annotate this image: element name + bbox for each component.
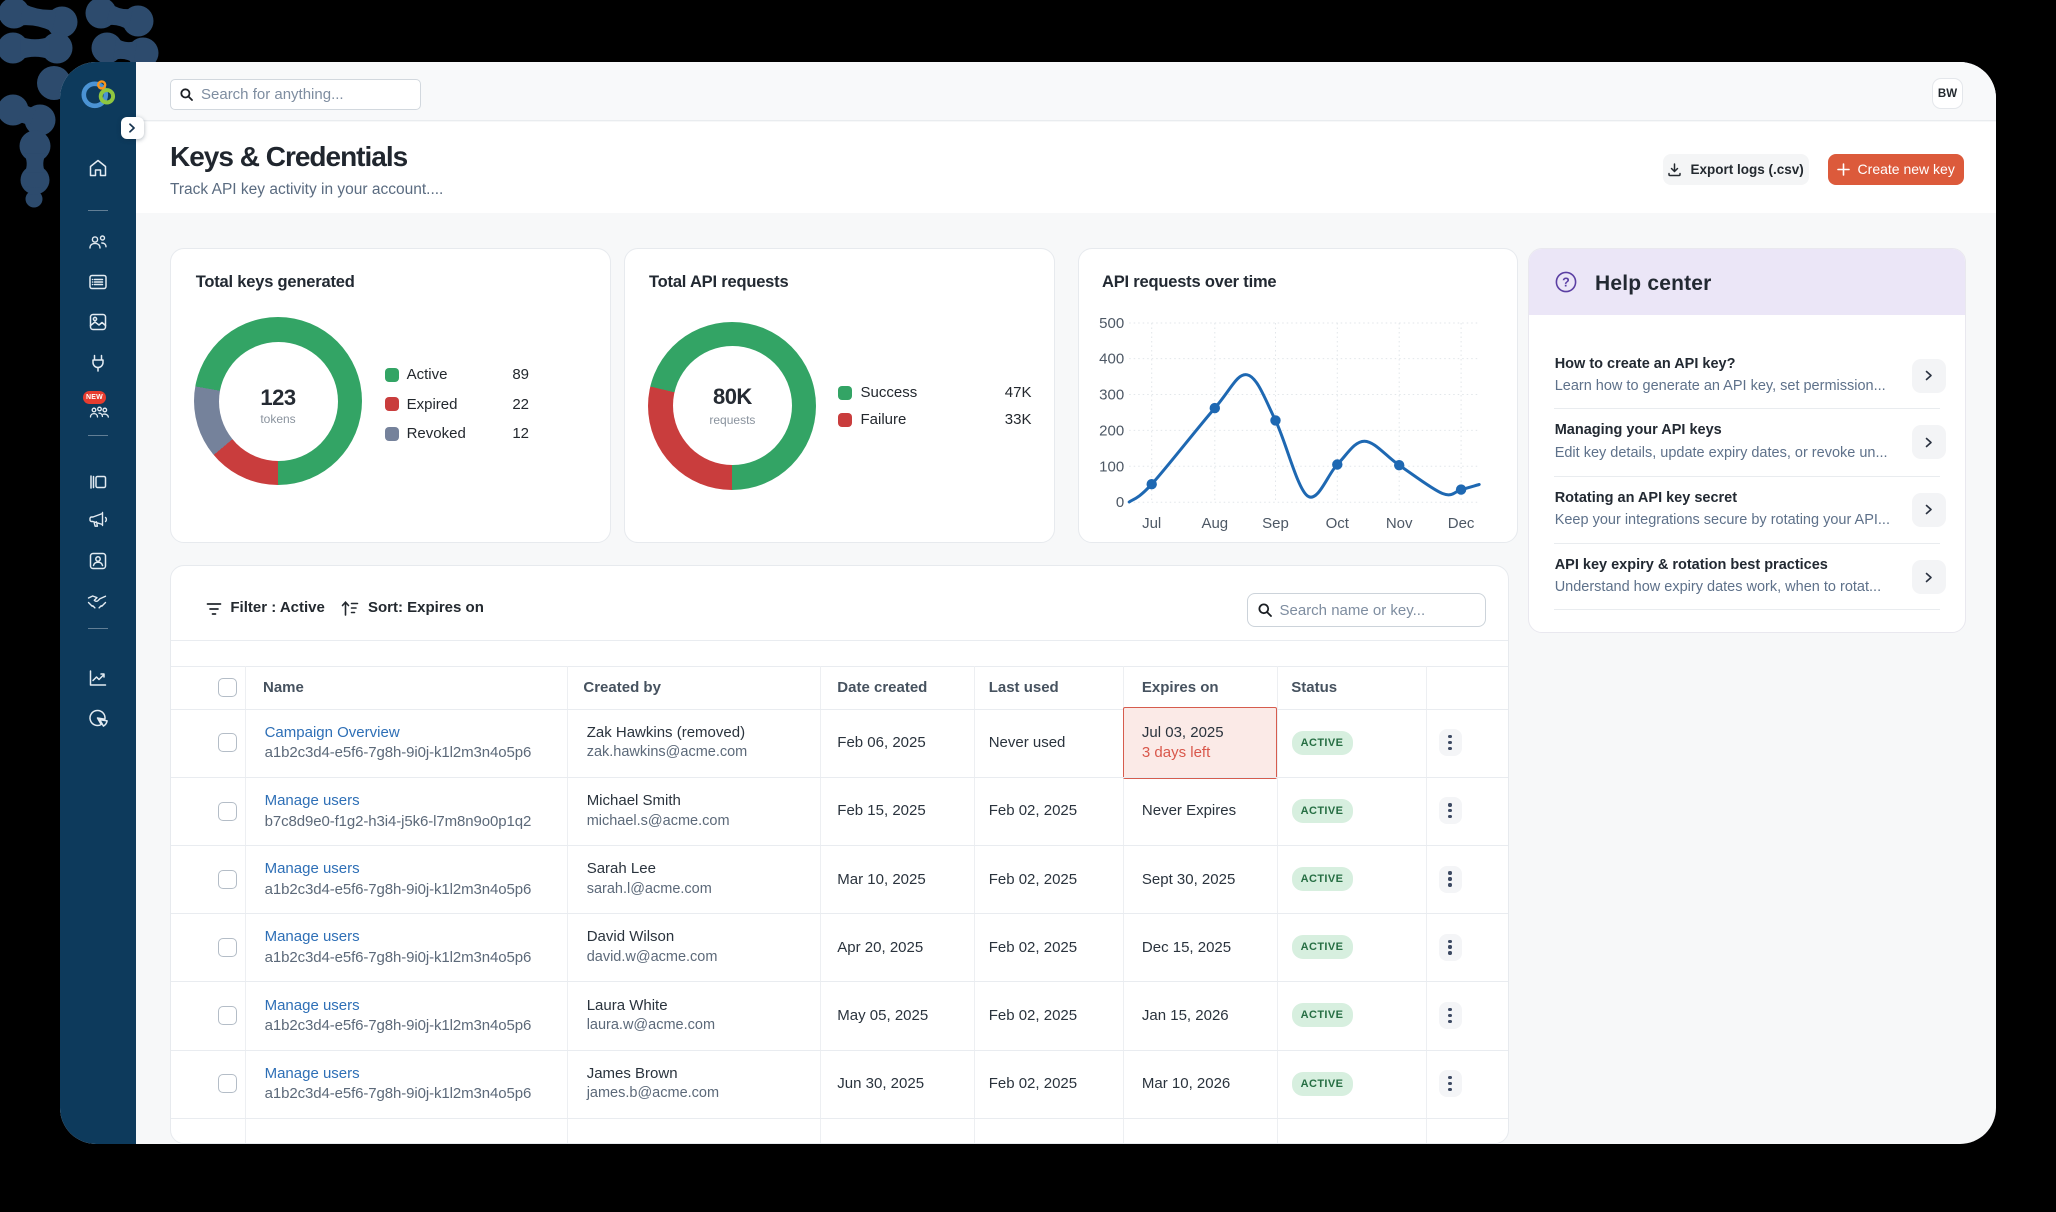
svg-text:200: 200 <box>1099 422 1124 439</box>
svg-text:Oct: Oct <box>1325 515 1349 532</box>
svg-text:Nov: Nov <box>1386 515 1413 532</box>
svg-text:100: 100 <box>1099 458 1124 475</box>
svg-text:Dec: Dec <box>1448 515 1475 532</box>
svg-text:Jul: Jul <box>1142 515 1161 532</box>
svg-text:Aug: Aug <box>1201 515 1228 532</box>
svg-text:300: 300 <box>1099 387 1124 404</box>
svg-text:400: 400 <box>1099 351 1124 368</box>
svg-text:0: 0 <box>1116 494 1124 511</box>
svg-text:500: 500 <box>1099 315 1124 332</box>
svg-text:?: ? <box>1562 276 1570 290</box>
svg-text:Sep: Sep <box>1262 515 1289 532</box>
